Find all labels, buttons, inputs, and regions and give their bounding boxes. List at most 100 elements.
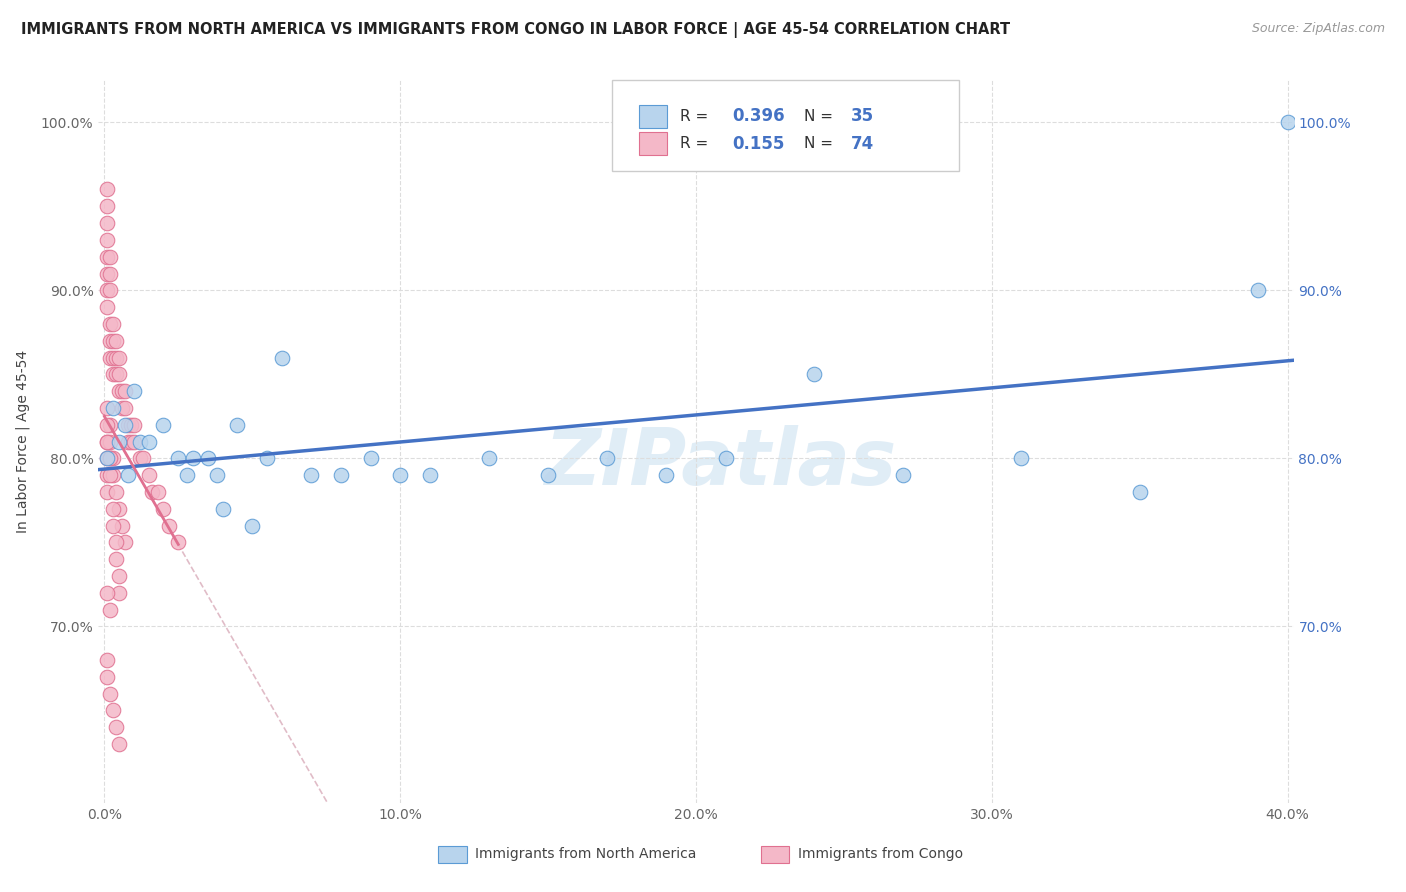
Point [98,334,121,348]
Point [111,401,134,415]
Point [98,351,121,365]
Point [114,384,136,398]
Point [270,351,292,365]
Point [138,434,160,449]
Point [96,216,118,230]
Point [1277,115,1299,129]
Point [419,468,441,483]
Point [256,451,278,466]
Point [108,368,131,382]
Text: 74: 74 [852,135,875,153]
Point [103,401,125,415]
Point [96,283,118,297]
Point [103,368,125,382]
Point [111,384,134,398]
Point [108,384,131,398]
Point [167,451,190,466]
Point [128,451,150,466]
Point [211,501,233,516]
Text: 0.396: 0.396 [733,107,785,125]
Point [103,518,125,533]
Point [105,351,128,365]
Point [146,485,169,500]
Point [98,451,121,466]
Point [98,451,121,466]
Point [98,267,121,281]
Text: 0.155: 0.155 [733,135,785,153]
Point [117,417,139,432]
Point [105,535,128,549]
Point [98,602,121,616]
Point [141,485,163,500]
Point [176,468,198,483]
Point [655,468,678,483]
Text: Immigrants from Congo: Immigrants from Congo [797,847,963,861]
Point [96,434,118,449]
Point [240,518,263,533]
Point [114,417,136,432]
Point [103,451,125,466]
Point [167,535,190,549]
Text: R =: R = [681,109,714,124]
Point [157,518,180,533]
Point [105,334,128,348]
Point [98,468,121,483]
Point [103,468,125,483]
Point [122,384,145,398]
Point [108,351,131,365]
FancyBboxPatch shape [761,847,789,863]
Point [96,182,118,196]
Point [96,434,118,449]
Point [98,434,121,449]
Point [96,401,118,415]
Text: Source: ZipAtlas.com: Source: ZipAtlas.com [1251,22,1385,36]
Point [1129,485,1152,500]
Point [103,351,125,365]
Point [103,501,125,516]
Point [714,451,737,466]
FancyBboxPatch shape [613,80,959,170]
Point [108,737,131,751]
Point [360,451,382,466]
Point [122,417,145,432]
Point [117,468,139,483]
Point [108,569,131,583]
Point [152,417,174,432]
Point [111,518,134,533]
Point [96,485,118,500]
Point [105,552,128,566]
Point [299,468,322,483]
Point [98,283,121,297]
Y-axis label: In Labor Force | Age 45-54: In Labor Force | Age 45-54 [15,350,30,533]
Point [128,434,150,449]
Point [98,417,121,432]
Point [120,417,142,432]
Point [98,250,121,264]
Text: ZIPatlas: ZIPatlas [544,425,896,501]
Point [96,417,118,432]
Text: 35: 35 [852,107,875,125]
Point [108,501,131,516]
Point [1247,283,1270,297]
Point [114,535,136,549]
Point [108,434,131,449]
Point [114,401,136,415]
Point [96,300,118,314]
Point [105,368,128,382]
Point [117,434,139,449]
Point [226,417,249,432]
Point [103,334,125,348]
Point [152,501,174,516]
Point [181,451,204,466]
Point [96,451,118,466]
Point [132,451,155,466]
Text: R =: R = [681,136,714,151]
Point [96,653,118,667]
Point [120,434,142,449]
Point [205,468,228,483]
Point [138,468,160,483]
Point [96,586,118,600]
Point [105,720,128,734]
Point [105,485,128,500]
Point [537,468,560,483]
